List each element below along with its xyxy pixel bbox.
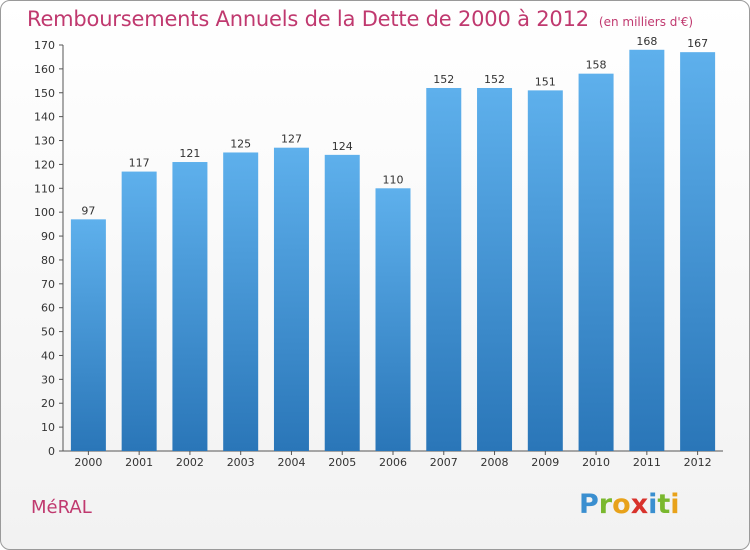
- bar-2000: [70, 219, 106, 451]
- logo-letter: P: [579, 489, 599, 520]
- chart-data-labels: 97 117 121 125 127 124 110 152 152 151 158 168 167: [81, 35, 708, 218]
- data-label-2011: 168: [636, 35, 657, 48]
- x-tick-label: 2006: [379, 456, 407, 469]
- bar-2003: [223, 152, 259, 451]
- x-tick-label: 2008: [481, 456, 509, 469]
- data-label-2009: 151: [535, 75, 556, 88]
- data-label-2012: 167: [687, 37, 708, 50]
- proxiti-logo: Proxiti: [579, 489, 680, 520]
- y-tick-label: 20: [41, 397, 55, 410]
- logo-letter: i: [670, 489, 680, 520]
- data-label-2002: 121: [179, 147, 200, 160]
- data-label-2001: 117: [129, 157, 150, 170]
- y-tick-label: 30: [41, 373, 55, 386]
- data-label-2007: 152: [433, 73, 454, 86]
- y-tick-label: 130: [34, 135, 55, 148]
- y-tick-label: 170: [34, 39, 55, 52]
- x-tick-label: 2007: [430, 456, 458, 469]
- bar-2007: [426, 87, 462, 452]
- y-tick-label: 40: [41, 349, 55, 362]
- logo-letter: o: [612, 489, 631, 520]
- bar-2010: [578, 73, 614, 452]
- y-tick-label: 100: [34, 206, 55, 219]
- data-label-2003: 125: [230, 137, 251, 150]
- y-tick-label: 50: [41, 326, 55, 339]
- data-label-2010: 158: [586, 59, 607, 72]
- data-label-2006: 110: [383, 173, 404, 186]
- bar-2009: [527, 90, 563, 452]
- commune-name: MéRAL: [31, 497, 92, 518]
- data-label-2008: 152: [484, 73, 505, 86]
- logo-letter: t: [657, 489, 671, 520]
- y-tick-label: 140: [34, 111, 55, 124]
- x-tick-label: 2010: [582, 456, 610, 469]
- x-tick-label: 2002: [176, 456, 204, 469]
- chart-bars: [70, 49, 716, 452]
- y-tick-label: 110: [34, 182, 55, 195]
- data-label-2004: 127: [281, 133, 302, 146]
- logo-letter: r: [598, 489, 613, 520]
- y-tick-label: 0: [48, 445, 55, 458]
- bar-2011: [629, 49, 665, 452]
- chart-title-text: Remboursements Annuels de la Dette de 20…: [27, 7, 589, 31]
- y-tick-label: 120: [34, 158, 55, 171]
- bar-2012: [680, 52, 716, 452]
- x-tick-label: 2001: [125, 456, 153, 469]
- chart-title: Remboursements Annuels de la Dette de 20…: [27, 7, 693, 31]
- logo-letter: x: [630, 489, 649, 520]
- chart-unit: (en milliers d'€): [598, 15, 694, 29]
- chart-axes: 0 10 20 30 40 50 60 70 80 90 100 110 120 130 140 150 160…: [34, 39, 723, 469]
- y-tick-label: 10: [41, 421, 55, 434]
- x-tick-label: 2004: [277, 456, 305, 469]
- x-tick-label: 2011: [633, 456, 661, 469]
- bar-2006: [375, 188, 411, 451]
- bar-2005: [324, 154, 360, 451]
- x-tick-label: 2012: [684, 456, 712, 469]
- data-label-2005: 124: [332, 140, 353, 153]
- data-label-2000: 97: [81, 204, 95, 217]
- x-tick-label: 2003: [227, 456, 255, 469]
- bar-2002: [172, 162, 208, 451]
- y-tick-label: 60: [41, 302, 55, 315]
- x-tick-label: 2009: [531, 456, 559, 469]
- y-tick-label: 90: [41, 230, 55, 243]
- x-tick-label: 2000: [74, 456, 102, 469]
- bar-2001: [121, 171, 157, 451]
- x-tick-label: 2005: [328, 456, 356, 469]
- y-tick-label: 70: [41, 278, 55, 291]
- bar-2008: [477, 87, 513, 452]
- bar-2004: [273, 147, 309, 451]
- y-tick-label: 160: [34, 63, 55, 76]
- y-tick-label: 80: [41, 254, 55, 267]
- y-tick-label: 150: [34, 87, 55, 100]
- logo-letter: i: [648, 489, 658, 520]
